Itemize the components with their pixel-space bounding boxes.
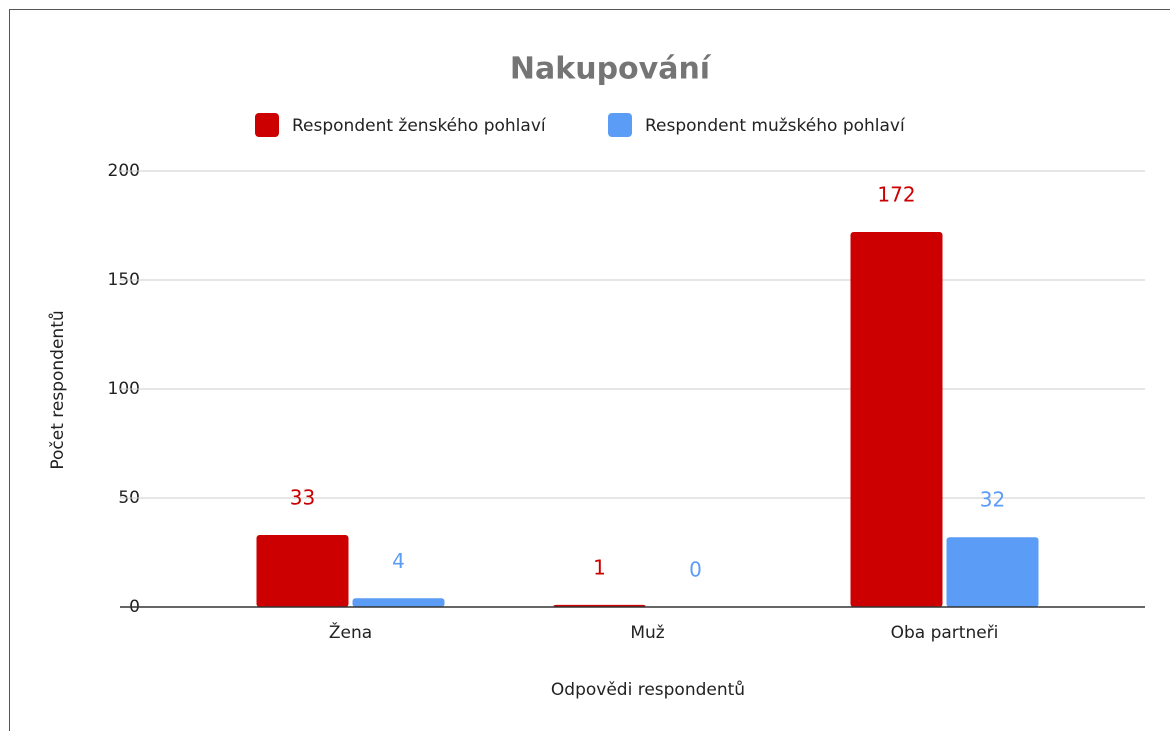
- x-tick-label: Oba partneři: [891, 623, 999, 643]
- bar: [352, 598, 445, 607]
- y-axis-label: Počet respondentů: [48, 310, 68, 469]
- x-axis-label: Odpovědi respondentů: [551, 680, 745, 700]
- data-label: 0: [689, 558, 702, 582]
- legend-swatch: [608, 113, 632, 137]
- data-label: 172: [877, 183, 915, 207]
- data-label: 32: [980, 488, 1005, 512]
- x-tick-label: Žena: [329, 621, 372, 643]
- legend-swatch: [255, 113, 279, 137]
- data-label: 4: [392, 549, 405, 573]
- x-tick-label: Muž: [630, 623, 664, 643]
- frame: [9, 9, 1170, 731]
- chart-title: Nakupování: [510, 52, 712, 87]
- bar: [850, 232, 943, 608]
- bar: [946, 537, 1039, 607]
- legend-label: Respondent mužského pohlaví: [645, 116, 906, 136]
- data-label: 1: [593, 555, 606, 579]
- data-label: 33: [290, 486, 315, 510]
- bar: [256, 535, 349, 607]
- legend-label: Respondent ženského pohlaví: [292, 116, 547, 136]
